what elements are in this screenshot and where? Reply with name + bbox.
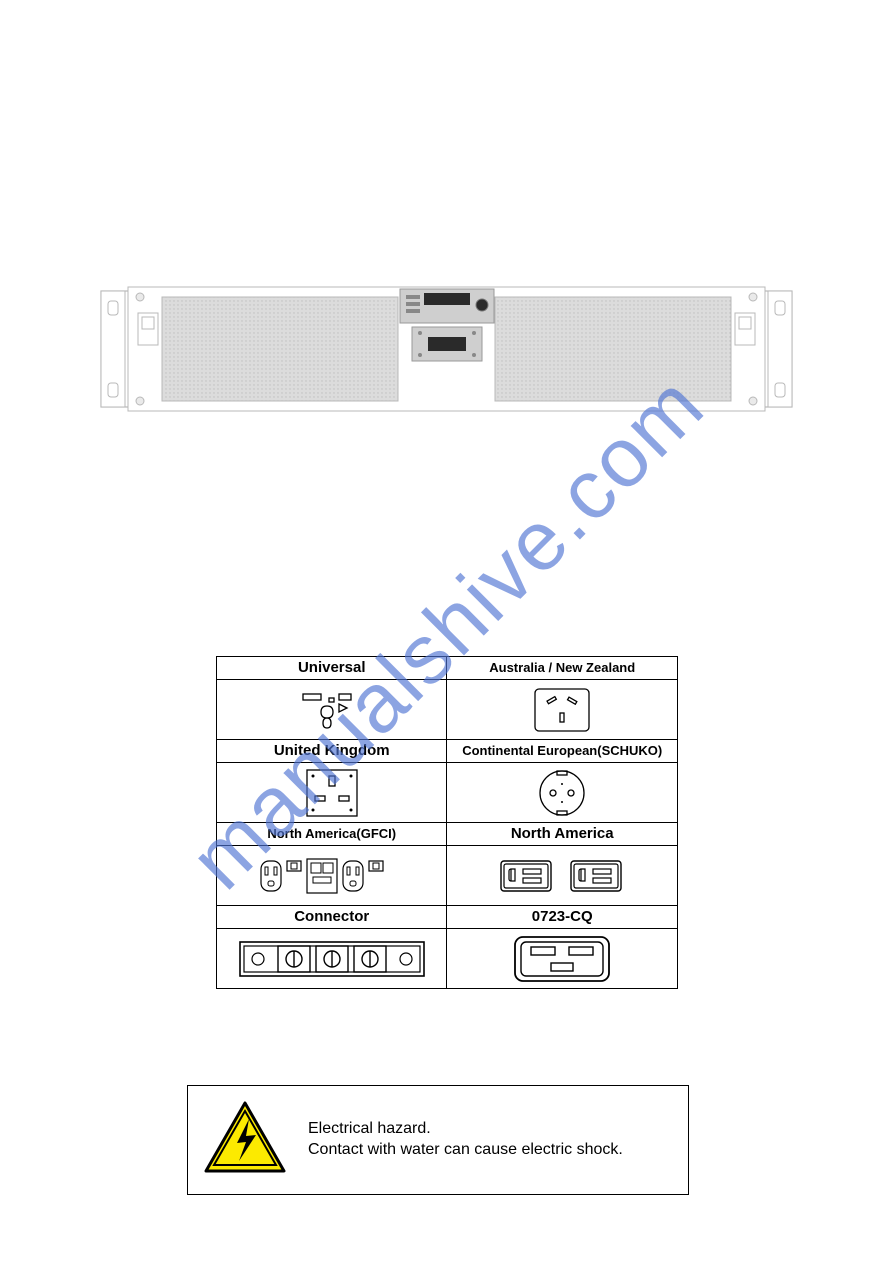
outlet-icon-na: [447, 846, 678, 906]
outlet-icon-universal: [217, 680, 447, 740]
outlet-header-0723cq: 0723-CQ: [447, 906, 678, 929]
outlet-icon-schuko: [447, 763, 678, 823]
outlet-icon-aus-nz: [447, 680, 678, 740]
outlet-header-universal: Universal: [217, 657, 447, 680]
warning-line2: Contact with water can cause electric sh…: [308, 1140, 623, 1161]
outlet-header-na: North America: [447, 823, 678, 846]
warning-line1: Electrical hazard.: [308, 1119, 623, 1140]
rack-device-diagram: [100, 275, 793, 423]
outlet-icon-connector: [217, 929, 447, 989]
warning-triangle-icon: [202, 1099, 288, 1182]
outlet-header-uk: United Kingdom: [217, 740, 447, 763]
outlet-header-na-gfci: North America(GFCI): [217, 823, 447, 846]
outlet-header-connector: Connector: [217, 906, 447, 929]
electrical-hazard-warning: Electrical hazard. Contact with water ca…: [187, 1085, 689, 1195]
outlet-icon-uk: [217, 763, 447, 823]
outlet-icon-na-gfci: [217, 846, 447, 906]
outlet-type-table: Universal Australia / New Zealand: [216, 656, 678, 989]
warning-text: Electrical hazard. Contact with water ca…: [308, 1119, 623, 1161]
outlet-header-aus-nz: Australia / New Zealand: [447, 657, 678, 680]
outlet-header-schuko: Continental European(SCHUKO): [447, 740, 678, 763]
outlet-icon-0723cq: [447, 929, 678, 989]
